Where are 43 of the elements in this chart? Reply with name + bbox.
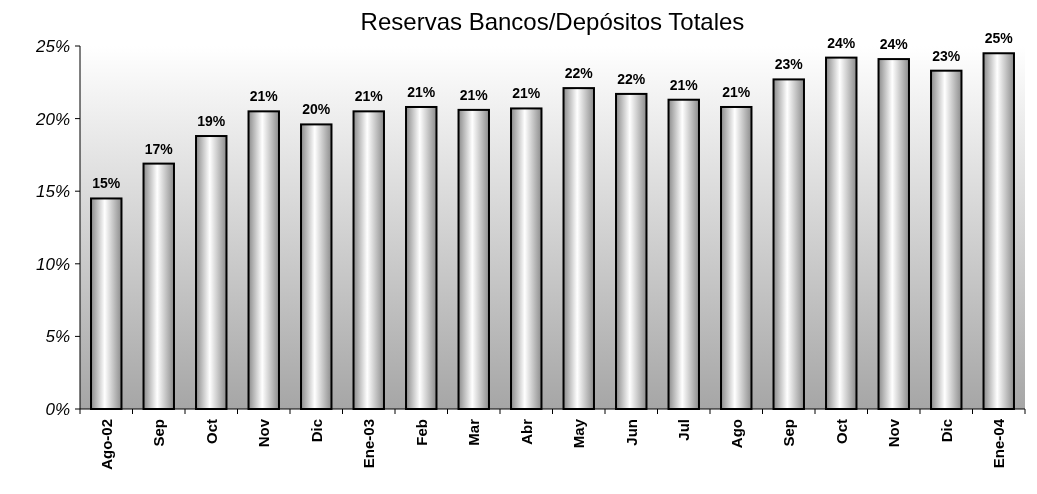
chart-title: Reservas Bancos/Depósitos Totales xyxy=(360,8,745,35)
x-tick-label: Jul xyxy=(675,419,692,441)
data-label: 22% xyxy=(564,65,594,82)
data-label: 21% xyxy=(407,83,436,100)
data-label: 21% xyxy=(669,76,699,93)
data-label: 19% xyxy=(197,113,226,130)
y-tick-label: 15% xyxy=(35,182,70,202)
data-label: 21% xyxy=(459,86,489,103)
x-tick-label: Nov xyxy=(255,418,272,448)
data-label: 20% xyxy=(302,101,331,118)
data-label: 23% xyxy=(932,47,961,64)
x-tick-label: Sep xyxy=(150,419,167,447)
x-tick-label: Nov xyxy=(885,418,902,448)
data-label: 21% xyxy=(354,88,384,105)
data-label: 23% xyxy=(774,56,804,73)
x-tick-label: Oct xyxy=(832,419,850,445)
y-tick-label: 10% xyxy=(35,254,70,274)
y-tick-label: 20% xyxy=(34,109,70,129)
x-tick-label: May xyxy=(570,418,587,449)
x-tick-label: Dic xyxy=(307,419,325,443)
data-label: 25% xyxy=(984,30,1014,47)
data-label: 17% xyxy=(144,140,174,157)
x-tick-label: Feb xyxy=(412,419,430,446)
x-tick-label: Abr xyxy=(517,418,535,445)
data-label: 24% xyxy=(827,34,856,51)
y-tick-label: 25% xyxy=(34,36,70,56)
data-label: 21% xyxy=(722,83,751,100)
x-tick-label: Ago xyxy=(727,419,745,449)
x-tick-label: Ene-03 xyxy=(360,419,377,469)
data-label: 24% xyxy=(879,36,909,53)
x-tick-label: Oct xyxy=(202,419,220,445)
x-tick-label: Dic xyxy=(937,419,955,443)
x-tick-label: Jun xyxy=(622,419,640,446)
data-label: 21% xyxy=(249,88,279,105)
y-tick-label: 5% xyxy=(45,327,70,347)
data-label: 22% xyxy=(617,70,646,87)
x-tick-label: Sep xyxy=(780,419,797,447)
data-label: 21% xyxy=(512,85,541,102)
x-tick-label: Mar xyxy=(465,418,482,446)
x-tick-label: Ago-02 xyxy=(97,419,115,470)
data-label: 15% xyxy=(92,175,121,192)
y-tick-label: 0% xyxy=(45,399,70,419)
x-tick-label: Ene-04 xyxy=(990,418,1007,469)
